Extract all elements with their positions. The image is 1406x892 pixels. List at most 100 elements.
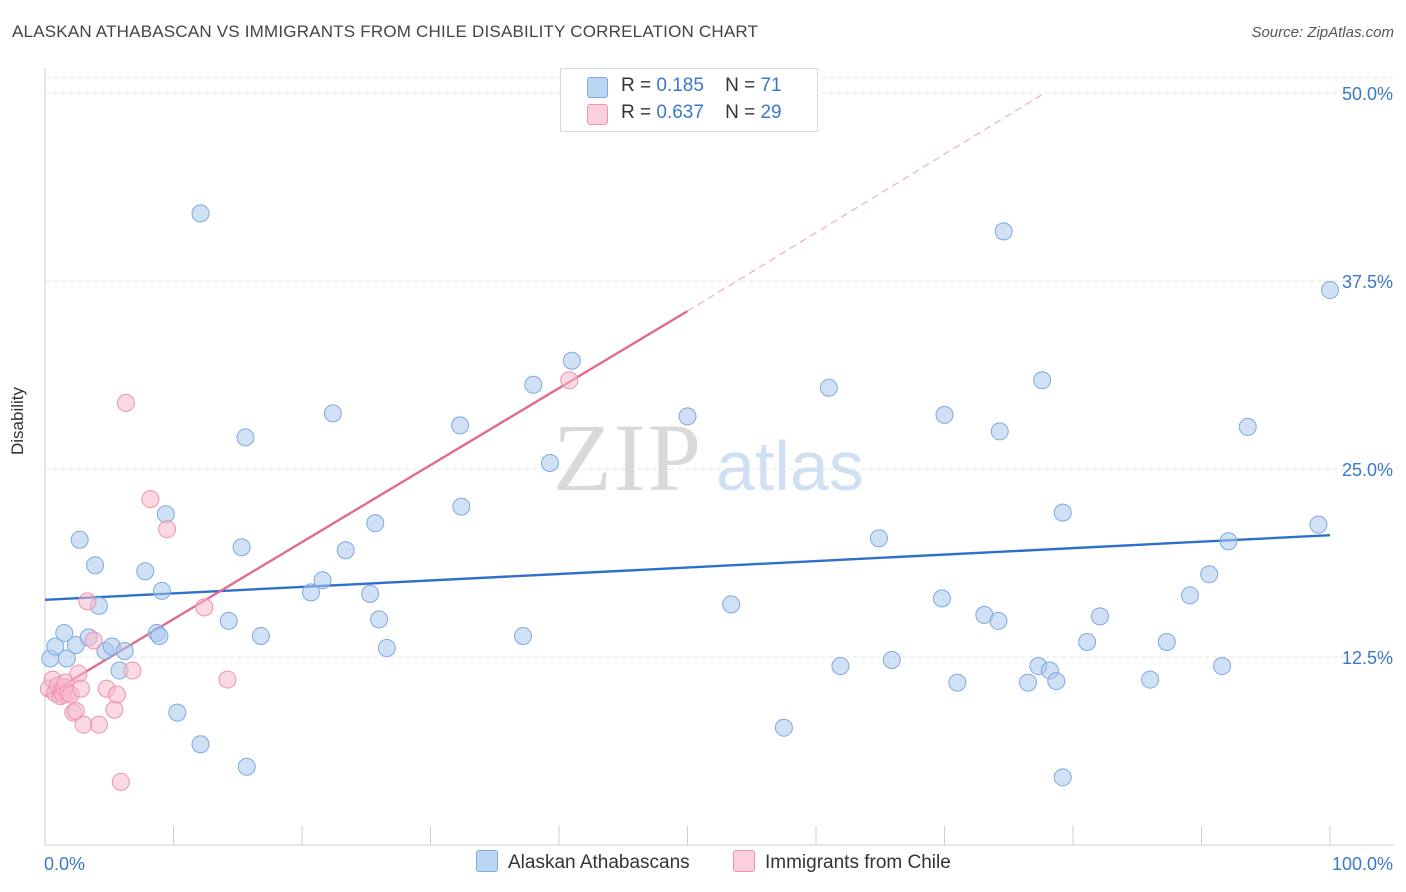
watermark-zip: ZIP	[553, 404, 703, 511]
legend-swatch-pink	[587, 104, 608, 125]
point-athabascan	[323, 404, 342, 423]
point-chile	[560, 371, 579, 390]
y-tick-label: 50.0%	[1342, 84, 1393, 104]
point-athabascan	[994, 222, 1013, 241]
point-chile	[74, 715, 93, 734]
point-chile	[71, 679, 90, 698]
point-athabascan	[524, 375, 543, 394]
legend-label: Immigrants from Chile	[765, 852, 951, 873]
point-athabascan	[948, 673, 967, 692]
point-athabascan	[678, 407, 697, 426]
data-points	[39, 204, 1339, 791]
point-athabascan	[819, 378, 838, 397]
legend-n-value: 71	[760, 75, 782, 96]
point-chile	[158, 520, 177, 539]
point-athabascan	[1053, 768, 1072, 787]
point-athabascan	[1141, 670, 1160, 689]
gridlines	[45, 77, 1394, 658]
point-athabascan	[1019, 673, 1038, 692]
point-athabascan	[1219, 532, 1238, 551]
point-chile	[105, 700, 124, 719]
point-athabascan	[1213, 657, 1232, 676]
point-athabascan	[336, 541, 355, 560]
point-athabascan	[1033, 371, 1052, 390]
point-chile	[141, 490, 160, 509]
point-athabascan	[237, 757, 256, 776]
legend-n-label: N =	[725, 75, 756, 96]
bottom-legend-athabascan: Alaskan Athabascans	[476, 850, 690, 874]
point-athabascan	[236, 428, 255, 447]
point-chile	[84, 631, 103, 650]
point-athabascan	[168, 703, 187, 722]
point-athabascan	[935, 405, 954, 424]
point-athabascan	[370, 610, 389, 629]
point-chile	[123, 661, 142, 680]
point-athabascan	[1157, 632, 1176, 651]
point-athabascan	[869, 529, 888, 548]
chart-title: ALASKAN ATHABASCAN VS IMMIGRANTS FROM CH…	[12, 22, 759, 41]
point-chile	[69, 664, 88, 683]
point-chile	[107, 685, 126, 704]
point-athabascan	[541, 454, 560, 473]
y-axis-label: Disability	[8, 386, 27, 455]
correlation-legend: R = 0.185 N = 71 R = 0.637 N = 29	[560, 68, 818, 132]
source-label: Source: ZipAtlas.com	[1251, 24, 1394, 41]
point-athabascan	[1200, 565, 1219, 584]
point-athabascan	[150, 626, 169, 645]
point-athabascan	[1090, 607, 1109, 626]
x-tick-label: 100.0%	[1332, 854, 1393, 874]
point-athabascan	[1321, 281, 1339, 300]
point-athabascan	[115, 641, 134, 660]
point-athabascan	[831, 657, 850, 676]
point-athabascan	[932, 589, 951, 608]
point-athabascan	[774, 718, 793, 737]
y-tick-label: 12.5%	[1342, 648, 1393, 668]
point-athabascan	[514, 626, 533, 645]
point-athabascan	[722, 595, 741, 614]
point-athabascan	[86, 556, 105, 575]
trend-extension-chile	[687, 94, 1043, 312]
trend-line-athabascan	[44, 533, 1331, 602]
point-chile	[218, 670, 237, 689]
point-athabascan	[156, 505, 175, 524]
point-athabascan	[1309, 515, 1328, 534]
legend-r-value: 0.185	[656, 75, 704, 96]
point-athabascan	[313, 571, 332, 590]
point-athabascan	[57, 649, 76, 668]
point-athabascan	[152, 581, 171, 600]
legend-swatch-blue	[476, 850, 498, 872]
point-chile	[66, 702, 85, 721]
point-athabascan	[232, 538, 251, 557]
legend-r-label: R =	[621, 102, 652, 123]
watermark-atlas: atlas	[716, 427, 864, 505]
point-athabascan	[366, 514, 385, 533]
legend-n-label: N =	[725, 102, 756, 123]
point-athabascan	[191, 735, 210, 754]
point-athabascan	[452, 497, 471, 516]
point-athabascan	[136, 562, 155, 581]
point-athabascan	[562, 351, 581, 370]
point-athabascan	[70, 530, 89, 549]
point-athabascan	[191, 204, 210, 223]
x-tick-label: 0.0%	[44, 854, 85, 874]
tick-labels: 12.5% 25.0% 37.5% 50.0% 0.0% 100.0%	[44, 84, 1393, 874]
y-tick-label: 25.0%	[1342, 460, 1393, 480]
point-athabascan	[990, 422, 1009, 441]
point-athabascan	[377, 638, 396, 657]
legend-label: Alaskan Athabascans	[508, 852, 690, 873]
y-tick-label: 37.5%	[1342, 272, 1393, 292]
axes	[44, 68, 1394, 846]
point-athabascan	[46, 637, 65, 656]
point-athabascan	[251, 626, 270, 645]
point-chile	[111, 772, 130, 791]
point-chile	[195, 598, 214, 617]
point-athabascan	[1047, 672, 1066, 691]
point-athabascan	[451, 416, 470, 435]
point-athabascan	[1238, 417, 1257, 436]
point-athabascan	[1053, 503, 1072, 522]
point-athabascan	[219, 611, 238, 630]
legend-r-label: R =	[621, 75, 652, 96]
legend-swatch-blue	[587, 77, 608, 98]
point-athabascan	[55, 623, 74, 642]
